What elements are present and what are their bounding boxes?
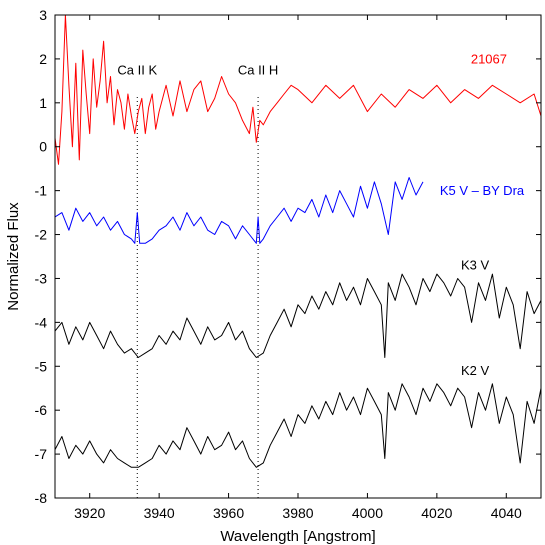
y-tick-label: -4 (35, 314, 48, 330)
y-tick-label: -8 (35, 490, 48, 506)
x-tick-label: 4000 (352, 505, 383, 521)
y-tick-label: 1 (39, 95, 47, 111)
y-tick-label: -6 (35, 402, 48, 418)
series-label-0: 21067 (471, 51, 507, 66)
annotation-1: Ca II H (238, 62, 278, 77)
x-tick-label: 3940 (144, 505, 175, 521)
x-tick-label: 3920 (74, 505, 105, 521)
x-axis-label: Wavelength [Angstrom] (220, 528, 375, 545)
y-axis-label: Normalized Flux (5, 202, 22, 311)
x-tick-label: 4020 (421, 505, 452, 521)
x-tick-label: 3980 (282, 505, 313, 521)
annotation-0: Ca II K (117, 62, 157, 77)
reference-lines (136, 96, 259, 498)
y-tick-label: -7 (35, 446, 48, 462)
series-lines (55, 15, 541, 468)
y-tick-label: -3 (35, 270, 48, 286)
y-tick-label: -5 (35, 358, 48, 374)
series-line-3 (55, 383, 541, 468)
y-tick-label: 0 (39, 139, 47, 155)
plot-frame (54, 14, 542, 499)
series-line-1 (55, 177, 424, 244)
series-line-0 (55, 15, 541, 165)
y-axis-ticks: 3 2 1 0 -1 -2 -3 -4 -5 -6 -7 -8 (35, 7, 541, 506)
x-axis-ticks: 3920 3940 3960 3980 4000 4020 4040 (74, 15, 522, 521)
series-label-1: K5 V – BY Dra (440, 183, 525, 198)
y-tick-label: 3 (39, 7, 47, 23)
y-tick-label: -2 (35, 227, 48, 243)
x-tick-label: 3960 (213, 505, 244, 521)
series-labels: 21067 K5 V – BY Dra K3 V K2 V (440, 51, 525, 378)
annotations: Ca II K Ca II H (117, 62, 278, 77)
x-tick-label: 4040 (491, 505, 522, 521)
y-tick-label: -1 (35, 183, 48, 199)
y-tick-label: 2 (39, 51, 47, 67)
series-label-2: K3 V (461, 258, 490, 273)
series-label-3: K2 V (461, 363, 490, 378)
series-line-2 (55, 273, 541, 358)
